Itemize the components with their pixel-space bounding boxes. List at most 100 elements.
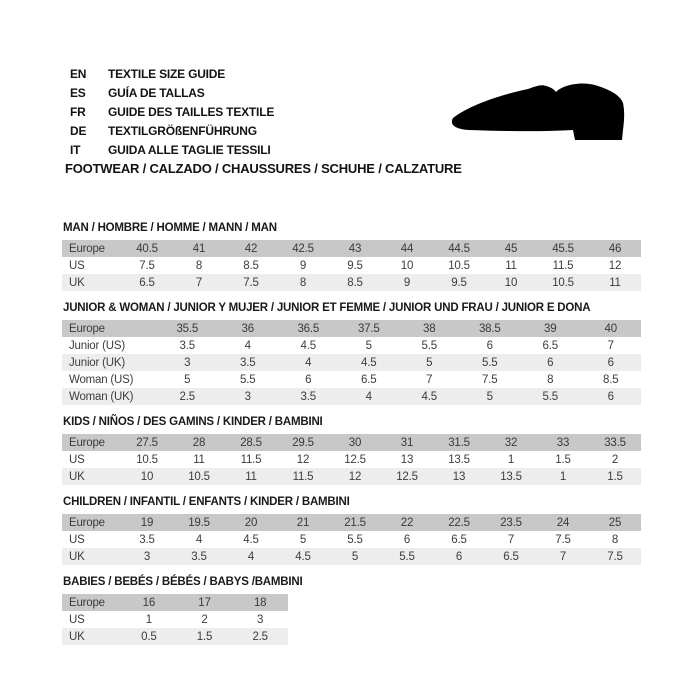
size-cell: 43 — [329, 240, 381, 257]
size-cell: 5 — [399, 354, 460, 371]
size-cell: 4 — [217, 337, 278, 354]
size-cell: 10 — [381, 257, 433, 274]
size-cell: 2.5 — [157, 388, 218, 405]
size-cell: 12 — [277, 451, 329, 468]
size-cell: 40.5 — [121, 240, 173, 257]
size-cell: 10.5 — [433, 257, 485, 274]
size-cell: 20 — [225, 514, 277, 531]
size-cell: 17 — [176, 594, 233, 611]
size-cell: 10 — [485, 274, 537, 291]
size-cell: 36 — [217, 320, 278, 337]
size-cell: 13.5 — [433, 451, 485, 468]
size-cell: 8.5 — [225, 257, 277, 274]
size-cell: 6 — [278, 371, 339, 388]
language-line: FR GUIDE DES TAILLES TEXTILE — [70, 102, 274, 121]
size-cell: 5.5 — [459, 354, 520, 371]
shoe-icon — [451, 83, 625, 140]
size-cell: 7.5 — [459, 371, 520, 388]
size-cell: 1 — [485, 451, 537, 468]
size-cell: 5.5 — [520, 388, 581, 405]
size-cell: 7 — [399, 371, 460, 388]
size-cell: 3 — [121, 548, 173, 565]
size-cell: 19.5 — [173, 514, 225, 531]
size-table: Europe 40.5 41 42 42.5 43 44 44.5 45 45.5 46 US 7.5 8… — [62, 240, 641, 291]
language-label: TEXTILGRÖßENFÜHRUNG — [108, 123, 257, 138]
size-cell: 11 — [173, 451, 225, 468]
size-cell: 8 — [277, 274, 329, 291]
row-label: Europe — [62, 240, 121, 257]
size-cell: 9 — [277, 257, 329, 274]
size-cell: 12 — [589, 257, 641, 274]
size-cell: 10.5 — [173, 468, 225, 485]
size-cell: 1.5 — [589, 468, 641, 485]
size-cell: 29.5 — [277, 434, 329, 451]
size-cell: 4.5 — [399, 388, 460, 405]
size-cell: 3 — [157, 354, 218, 371]
size-table: Europe 16 17 18 US 1 2 3 UK 0.5 1.5 2.5 — [62, 594, 288, 645]
size-cell: 42 — [225, 240, 277, 257]
row-label: US — [62, 611, 121, 628]
size-cell: 31.5 — [433, 434, 485, 451]
size-cell: 45.5 — [537, 240, 589, 257]
size-cell: 11 — [589, 274, 641, 291]
size-row: Junior (UK) 3 3.5 4 4.5 5 5.5 6 6 — [62, 354, 641, 371]
size-table: Europe 35.5 36 36.5 37.5 38 38.5 39 40 Junior (US… — [62, 320, 641, 405]
row-label: Woman (US) — [62, 371, 157, 388]
size-tables: MAN / HOMBRE / HOMME / MANN / MAN Europe 4… — [62, 222, 648, 656]
size-cell: 6 — [459, 337, 520, 354]
row-label: Europe — [62, 320, 157, 337]
size-cell: 5.5 — [399, 337, 460, 354]
size-cell: 12.5 — [381, 468, 433, 485]
size-cell: 7.5 — [537, 531, 589, 548]
size-row: US 7.5 8 8.5 9 9.5 10 10.5 11 11.5 12 — [62, 257, 641, 274]
size-cell: 27.5 — [121, 434, 173, 451]
size-table-section: MAN / HOMBRE / HOMME / MANN / MAN Europe 4… — [62, 222, 648, 291]
size-row: Europe 27.5 28 28.5 29.5 30 31 31.5 32 33 33.5 — [62, 434, 641, 451]
size-cell: 44.5 — [433, 240, 485, 257]
language-code: IT — [70, 142, 81, 157]
size-cell: 5 — [157, 371, 218, 388]
size-cell: 38 — [399, 320, 460, 337]
size-cell: 4.5 — [225, 531, 277, 548]
size-cell: 22.5 — [433, 514, 485, 531]
size-cell: 4 — [278, 354, 339, 371]
size-cell: 8 — [520, 371, 581, 388]
size-cell: 35.5 — [157, 320, 218, 337]
size-cell: 3.5 — [173, 548, 225, 565]
size-row: Woman (US) 5 5.5 6 6.5 7 7.5 8 8.5 — [62, 371, 641, 388]
size-cell: 6 — [433, 548, 485, 565]
size-cell: 41 — [173, 240, 225, 257]
row-label: Junior (UK) — [62, 354, 157, 371]
language-code: DE — [70, 123, 87, 138]
size-cell: 42.5 — [277, 240, 329, 257]
size-cell: 25 — [589, 514, 641, 531]
size-cell: 6 — [580, 388, 641, 405]
size-cell: 2 — [176, 611, 233, 628]
size-cell: 6.5 — [121, 274, 173, 291]
size-cell: 8 — [173, 257, 225, 274]
size-cell: 6 — [520, 354, 581, 371]
size-cell: 2 — [589, 451, 641, 468]
size-cell: 21 — [277, 514, 329, 531]
size-cell: 5 — [329, 548, 381, 565]
size-cell: 33.5 — [589, 434, 641, 451]
size-cell: 11 — [225, 468, 277, 485]
table-title: JUNIOR & WOMAN / JUNIOR Y MUJER / JUNIOR… — [63, 302, 591, 314]
size-table: Europe 27.5 28 28.5 29.5 30 31 31.5 32 33 33.5 US 10… — [62, 434, 641, 485]
size-cell: 3.5 — [157, 337, 218, 354]
size-row: Woman (UK) 2.5 3 3.5 4 4.5 5 5.5 6 — [62, 388, 641, 405]
language-code: FR — [70, 104, 86, 119]
size-cell: 3.5 — [121, 531, 173, 548]
size-cell: 4 — [338, 388, 399, 405]
size-cell: 10.5 — [537, 274, 589, 291]
size-cell: 18 — [232, 594, 288, 611]
size-cell: 11.5 — [537, 257, 589, 274]
size-cell: 10.5 — [121, 451, 173, 468]
size-cell: 19 — [121, 514, 173, 531]
size-cell: 13.5 — [485, 468, 537, 485]
size-cell: 33 — [537, 434, 589, 451]
size-row: US 10.5 11 11.5 12 12.5 13 13.5 1 1.5 2 — [62, 451, 641, 468]
size-table-section: CHILDREN / INFANTIL / ENFANTS / KINDER /… — [62, 496, 648, 565]
size-cell: 9.5 — [329, 257, 381, 274]
